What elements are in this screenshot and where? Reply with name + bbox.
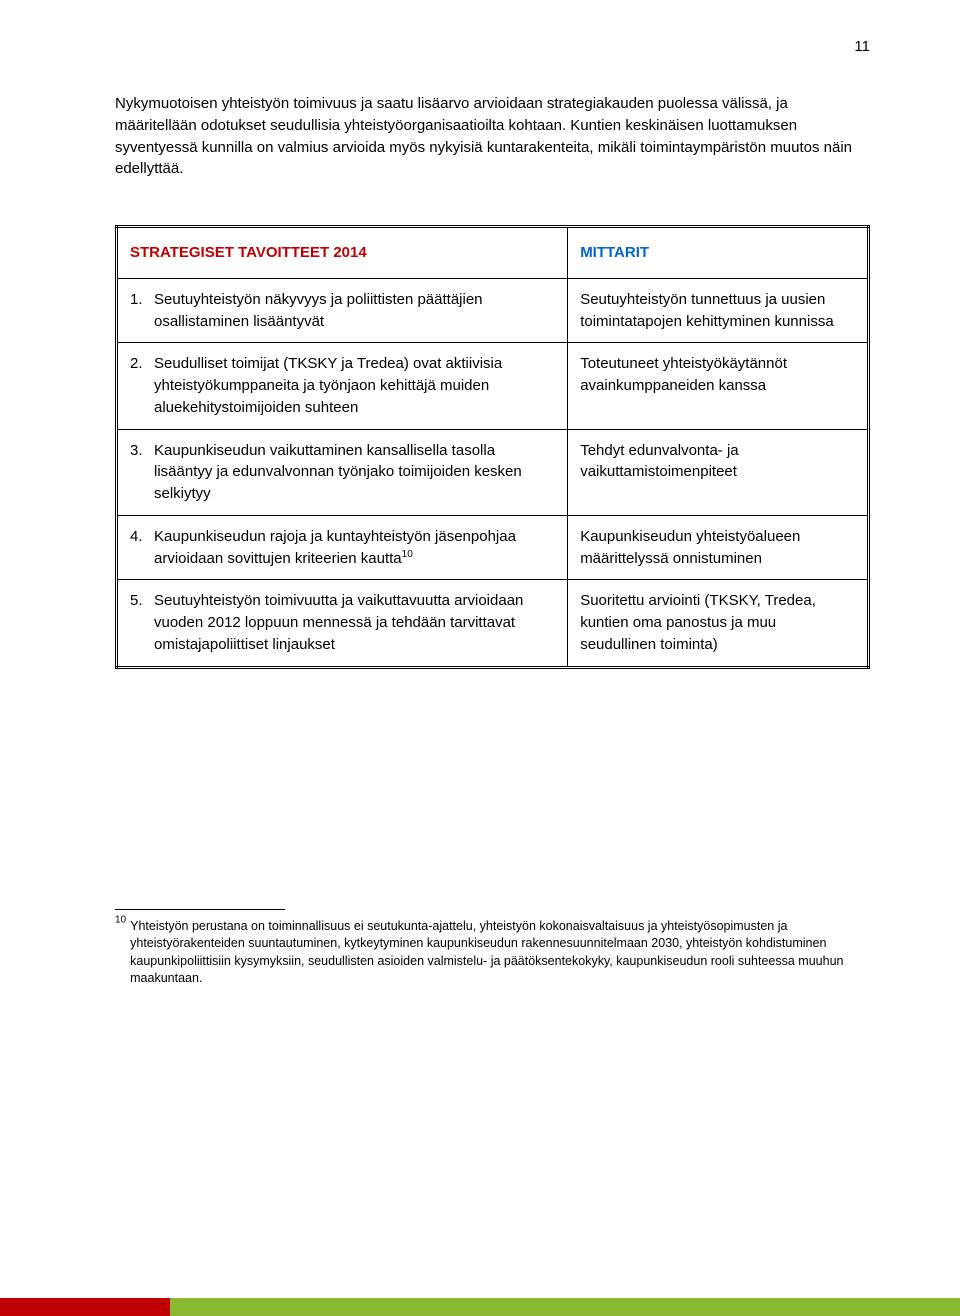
table-cell-left: 3.Kaupunkiseudun vaikuttaminen kansallis…: [117, 429, 568, 515]
row-left-text: Seudulliset toimijat (TKSKY ja Tredea) o…: [154, 353, 555, 418]
page-number: 11: [854, 38, 870, 55]
row-left-text: Seutuyhteistyön näkyvyys ja poliittisten…: [154, 289, 555, 333]
strategy-table: STRATEGISET TAVOITTEET 2014 MITTARIT 1.S…: [115, 225, 870, 669]
document-page: 11 Nykymuotoisen yhteistyön toimivuus ja…: [0, 0, 960, 1316]
table-cell-left: 1.Seutuyhteistyön näkyvyys ja poliittist…: [117, 278, 568, 343]
table-header-right: MITTARIT: [568, 227, 869, 279]
table-cell-right: Kaupunkiseudun yhteistyöalueen määrittel…: [568, 515, 869, 580]
table-row: 3.Kaupunkiseudun vaikuttaminen kansallis…: [117, 429, 869, 515]
table-cell-right: Suoritettu arviointi (TKSKY, Tredea, kun…: [568, 580, 869, 667]
row-number: 3.: [130, 440, 148, 505]
table-cell-right: Seutuyhteistyön tunnettuus ja uusien toi…: [568, 278, 869, 343]
row-superscript: 10: [402, 549, 413, 560]
table-cell-left: 2.Seudulliset toimijat (TKSKY ja Tredea)…: [117, 343, 568, 429]
table-header-left: STRATEGISET TAVOITTEET 2014: [117, 227, 568, 279]
table-header-row: STRATEGISET TAVOITTEET 2014 MITTARIT: [117, 227, 869, 279]
table-row: 5.Seutuyhteistyön toimivuutta ja vaikutt…: [117, 580, 869, 667]
table-cell-left: 5.Seutuyhteistyön toimivuutta ja vaikutt…: [117, 580, 568, 667]
table-row: 1.Seutuyhteistyön näkyvyys ja poliittist…: [117, 278, 869, 343]
footer-bars: [0, 1298, 960, 1316]
footer-bar-green: [170, 1298, 960, 1316]
table-cell-right: Tehdyt edunvalvonta- ja vaikuttamistoime…: [568, 429, 869, 515]
row-left-text: Seutuyhteistyön toimivuutta ja vaikuttav…: [154, 590, 555, 655]
footnote-text: Yhteistyön perustana on toiminnallisuus …: [130, 918, 870, 988]
footnote-number: 10: [115, 918, 126, 988]
row-number: 2.: [130, 353, 148, 418]
intro-paragraph: Nykymuotoisen yhteistyön toimivuus ja sa…: [115, 93, 870, 180]
table-cell-right: Toteutuneet yhteistyökäytännöt avainkump…: [568, 343, 869, 429]
row-left-text: Kaupunkiseudun rajoja ja kuntayhteistyön…: [154, 526, 555, 570]
footer-bar-red: [0, 1298, 170, 1316]
table-row: 2.Seudulliset toimijat (TKSKY ja Tredea)…: [117, 343, 869, 429]
row-number: 1.: [130, 289, 148, 333]
footnote-separator: [115, 909, 285, 910]
row-number: 5.: [130, 590, 148, 655]
row-number: 4.: [130, 526, 148, 570]
footnote: 10 Yhteistyön perustana on toiminnallisu…: [115, 918, 870, 988]
table-cell-left: 4.Kaupunkiseudun rajoja ja kuntayhteisty…: [117, 515, 568, 580]
row-left-text: Kaupunkiseudun vaikuttaminen kansallisel…: [154, 440, 555, 505]
table-row: 4.Kaupunkiseudun rajoja ja kuntayhteisty…: [117, 515, 869, 580]
